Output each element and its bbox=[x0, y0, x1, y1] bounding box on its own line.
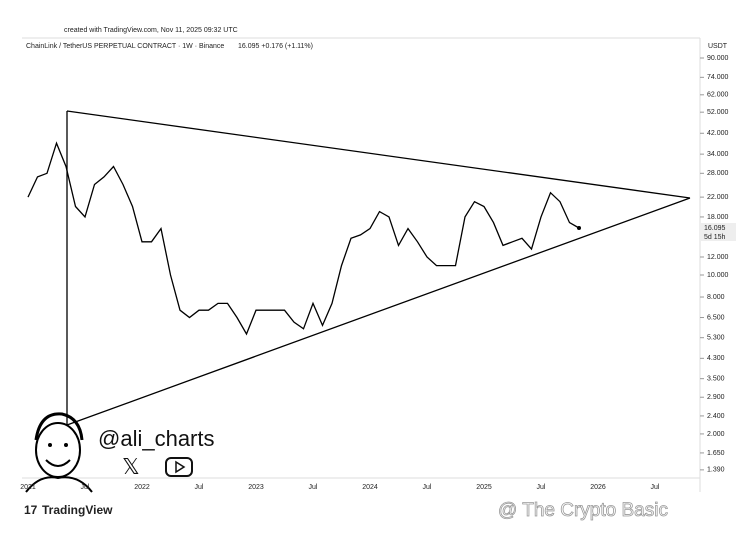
y-tick-label: 5.300 bbox=[707, 335, 725, 342]
x-tick-label: Jul bbox=[537, 484, 546, 491]
x-tick-label: 2022 bbox=[134, 484, 150, 491]
y-tick-label: 8.000 bbox=[707, 294, 725, 301]
x-tick-label: 2021 bbox=[20, 484, 36, 491]
y-tick-label: 34.000 bbox=[707, 151, 729, 158]
y-tick-label: 1.650 bbox=[707, 450, 725, 457]
y-tick-label: 52.000 bbox=[707, 109, 729, 116]
x-tick-label: Jul bbox=[81, 484, 90, 491]
avatar bbox=[25, 412, 93, 493]
x-tick-label: Jul bbox=[651, 484, 660, 491]
handle: @ali_charts bbox=[98, 426, 215, 451]
y-tick-label: 10.000 bbox=[707, 272, 729, 279]
y-tick-label: 2.400 bbox=[707, 413, 725, 420]
y-tick-label: 4.300 bbox=[707, 355, 725, 362]
y-unit: USDT bbox=[708, 43, 728, 50]
y-tick-label: 1.390 bbox=[707, 467, 725, 474]
y-tick-label: 6.500 bbox=[707, 314, 725, 321]
created-note: created with TradingView.com, Nov 11, 20… bbox=[64, 27, 238, 34]
y-tick-label: 2.000 bbox=[707, 431, 725, 438]
brand-logo: 17 bbox=[24, 503, 38, 517]
last-point bbox=[577, 225, 581, 230]
x-tick-label: Jul bbox=[423, 484, 432, 491]
x-tick-label: 2023 bbox=[248, 484, 264, 491]
x-tick-label: 2024 bbox=[362, 484, 378, 491]
countdown: 5d 15h bbox=[704, 234, 726, 241]
trendline bbox=[66, 110, 691, 199]
x-tick-label: Jul bbox=[309, 484, 318, 491]
x-tick-label: Jul bbox=[195, 484, 204, 491]
y-tick-label: 3.500 bbox=[707, 376, 725, 383]
price-tag-label: 16.095 bbox=[704, 225, 726, 232]
y-tick-label: 62.000 bbox=[707, 92, 729, 99]
y-tick-label: 42.000 bbox=[707, 130, 729, 137]
plot bbox=[27, 141, 581, 336]
youtube-icon bbox=[175, 460, 186, 474]
y-tick-label: 12.000 bbox=[707, 254, 729, 261]
youtube-icon bbox=[165, 457, 193, 477]
watermark: @ The Crypto Basic bbox=[498, 500, 668, 521]
y-tick-label: 90.000 bbox=[707, 55, 729, 62]
y-tick-label: 22.000 bbox=[707, 194, 729, 201]
x-tick-label: 2025 bbox=[476, 484, 492, 491]
trendline bbox=[66, 197, 691, 426]
brand: TradingView bbox=[42, 503, 113, 517]
price-tag bbox=[700, 223, 736, 241]
y-tick-label: 18.000 bbox=[707, 214, 729, 221]
x-tick-label: 2026 bbox=[590, 484, 606, 491]
y-tick-label: 28.000 bbox=[707, 170, 729, 177]
last-change: 16.095 +0.176 (+1.11%) bbox=[238, 43, 313, 50]
price-line bbox=[27, 141, 580, 336]
y-tick-label: 2.900 bbox=[707, 394, 725, 401]
y-tick-label: 74.000 bbox=[707, 74, 729, 81]
x-icon: 𝕏 bbox=[122, 454, 140, 479]
chart-title: ChainLink / TetherUS PERPETUAL CONTRACT … bbox=[26, 43, 224, 50]
